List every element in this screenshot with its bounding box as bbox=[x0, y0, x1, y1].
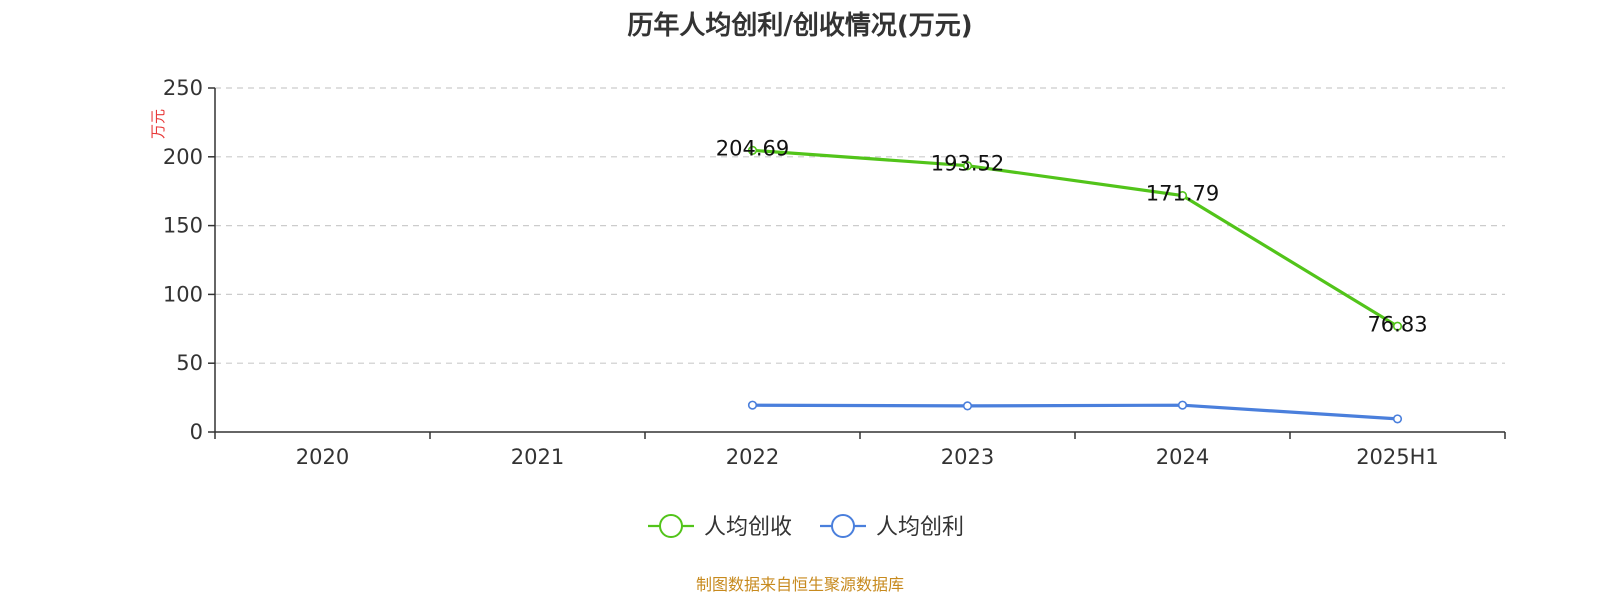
data-label: 171.79 bbox=[1146, 182, 1219, 206]
legend-item-1[interactable]: 人均创利 bbox=[820, 514, 964, 540]
y-axis-unit-label: 万元 bbox=[149, 109, 167, 139]
x-tick-label: 2023 bbox=[941, 445, 994, 469]
data-point bbox=[747, 400, 758, 410]
data-point bbox=[1392, 321, 1403, 331]
y-tick-label: 0 bbox=[190, 420, 203, 444]
data-label-layer: 204.69 193.52 171.79 76.83 bbox=[716, 136, 1428, 336]
legend-label: 人均创利 bbox=[876, 515, 964, 540]
y-tick-label: 100 bbox=[163, 282, 203, 306]
axis-layer: 0 50 100 150 200 250 2020 2021 2022 2023 2024 2025H… bbox=[163, 76, 1506, 469]
data-point bbox=[1177, 400, 1188, 410]
data-point bbox=[1177, 191, 1188, 201]
data-point bbox=[747, 145, 758, 155]
series-line-0 bbox=[752, 148, 1399, 328]
legend-circle-icon bbox=[831, 514, 855, 538]
x-tick-label: 2025H1 bbox=[1356, 445, 1439, 469]
legend-item-0[interactable]: 人均创收 bbox=[648, 514, 792, 540]
x-tick-label: 2022 bbox=[726, 445, 779, 469]
legend-label: 人均创收 bbox=[704, 515, 792, 540]
data-point bbox=[962, 401, 973, 411]
data-label: 193.52 bbox=[931, 152, 1004, 176]
y-tick-label: 200 bbox=[163, 145, 203, 169]
y-tick-label: 150 bbox=[163, 214, 203, 238]
data-label: 204.69 bbox=[716, 136, 789, 160]
data-source-note: 制图数据来自恒生聚源数据库 bbox=[696, 575, 904, 594]
data-label: 76.83 bbox=[1367, 312, 1427, 336]
series-layer bbox=[747, 145, 1403, 424]
grid-layer bbox=[215, 87, 1505, 364]
chart-title: 历年人均创利/创收情况(万元) bbox=[627, 10, 972, 41]
x-tick-label: 2021 bbox=[511, 445, 564, 469]
data-point bbox=[962, 161, 973, 171]
x-tick-label: 2024 bbox=[1156, 445, 1209, 469]
y-tick-label: 50 bbox=[176, 351, 203, 375]
legend-circle-icon bbox=[659, 514, 683, 538]
legend[interactable]: 人均创收 人均创利 bbox=[648, 514, 964, 540]
y-tick-label: 250 bbox=[163, 76, 203, 100]
x-tick-label: 2020 bbox=[296, 445, 349, 469]
series-line-1 bbox=[752, 403, 1398, 421]
data-point bbox=[1392, 414, 1403, 424]
